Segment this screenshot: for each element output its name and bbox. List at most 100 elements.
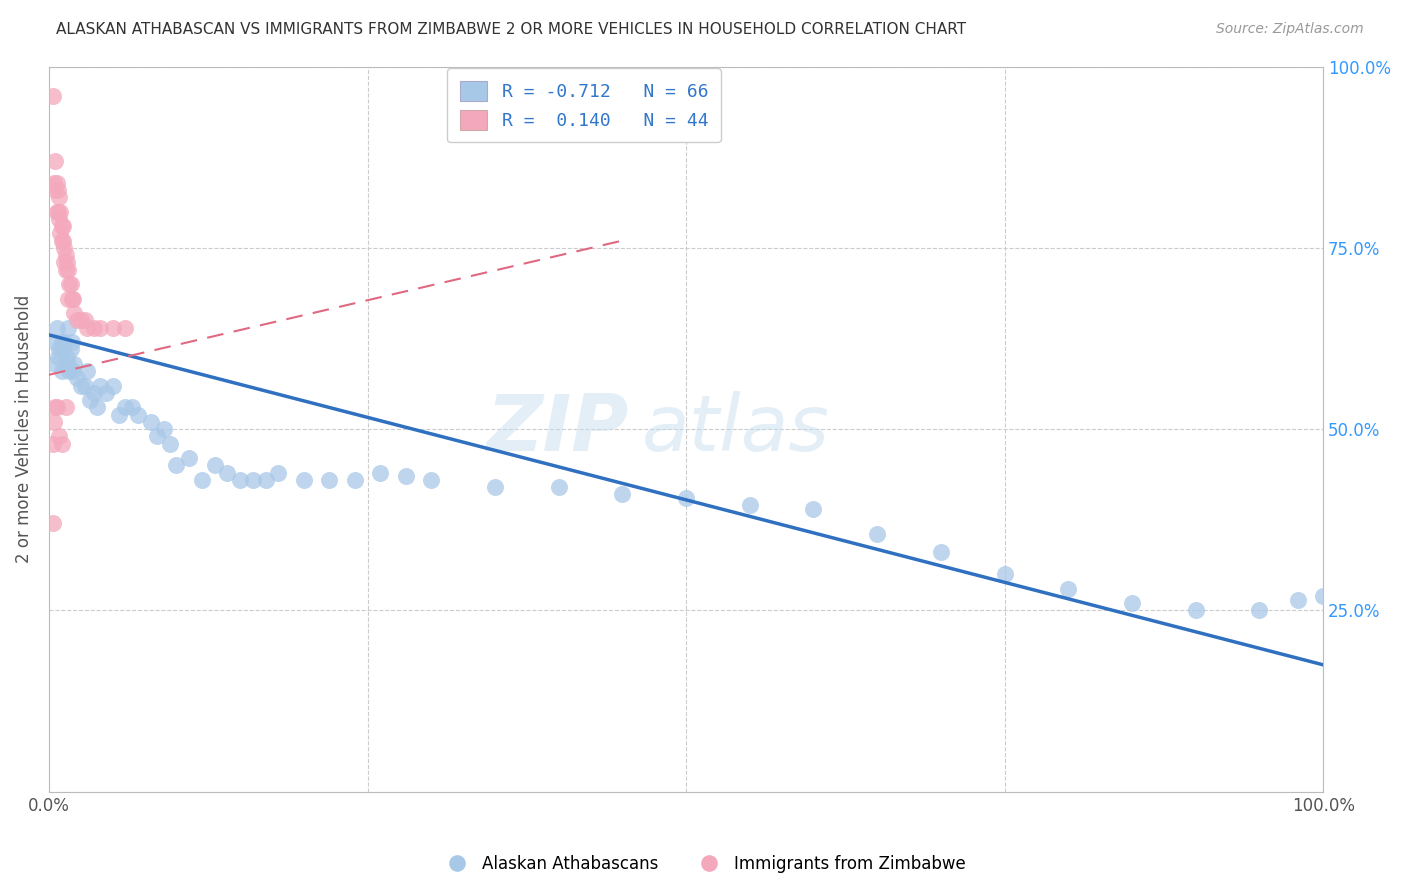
Point xyxy=(1286,592,1309,607)
Point xyxy=(52,343,75,357)
Point xyxy=(612,487,634,501)
Text: ZIP: ZIP xyxy=(486,392,628,467)
Point xyxy=(63,306,86,320)
Point xyxy=(318,473,340,487)
Point xyxy=(53,241,76,255)
Point xyxy=(69,313,91,327)
Point xyxy=(44,357,66,371)
Point xyxy=(675,491,697,505)
Point xyxy=(73,313,96,327)
Point xyxy=(48,190,70,204)
Point xyxy=(60,335,83,350)
Point xyxy=(484,480,506,494)
Point xyxy=(55,262,77,277)
Point xyxy=(368,466,391,480)
Point xyxy=(42,415,65,429)
Point xyxy=(45,176,67,190)
Point xyxy=(45,320,67,334)
Point xyxy=(179,451,201,466)
Point xyxy=(395,469,418,483)
Point xyxy=(191,473,214,487)
Point xyxy=(101,378,124,392)
Point xyxy=(267,466,290,480)
Point xyxy=(204,458,226,473)
Point xyxy=(866,527,889,541)
Point xyxy=(83,385,105,400)
Point xyxy=(121,401,143,415)
Point xyxy=(48,343,70,357)
Point xyxy=(62,364,84,378)
Point xyxy=(51,234,73,248)
Point xyxy=(51,219,73,233)
Point xyxy=(139,415,162,429)
Legend: Alaskan Athabascans, Immigrants from Zimbabwe: Alaskan Athabascans, Immigrants from Zim… xyxy=(434,848,972,880)
Point xyxy=(56,320,79,334)
Point xyxy=(56,357,79,371)
Point xyxy=(101,320,124,334)
Point xyxy=(48,429,70,443)
Point xyxy=(42,176,65,190)
Point xyxy=(62,292,84,306)
Point xyxy=(52,234,75,248)
Point xyxy=(114,401,136,415)
Point xyxy=(1312,589,1334,603)
Point xyxy=(53,255,76,269)
Point xyxy=(45,204,67,219)
Point xyxy=(53,335,76,350)
Point xyxy=(49,204,72,219)
Point xyxy=(165,458,187,473)
Point xyxy=(46,350,69,364)
Point xyxy=(58,364,80,378)
Point xyxy=(343,473,366,487)
Point xyxy=(803,502,825,516)
Point xyxy=(79,393,101,408)
Point xyxy=(1184,603,1206,617)
Point xyxy=(51,436,73,450)
Point xyxy=(66,313,89,327)
Point xyxy=(45,401,67,415)
Point xyxy=(73,378,96,392)
Point xyxy=(254,473,277,487)
Point xyxy=(59,343,82,357)
Text: Source: ZipAtlas.com: Source: ZipAtlas.com xyxy=(1216,22,1364,37)
Point xyxy=(86,401,108,415)
Point xyxy=(547,480,569,494)
Point xyxy=(55,357,77,371)
Point xyxy=(1121,596,1143,610)
Point xyxy=(994,567,1017,582)
Point xyxy=(229,473,252,487)
Point xyxy=(44,401,66,415)
Point xyxy=(76,364,98,378)
Point xyxy=(59,277,82,292)
Point xyxy=(44,183,66,197)
Point xyxy=(44,335,66,350)
Point xyxy=(89,378,111,392)
Point xyxy=(1249,603,1271,617)
Point xyxy=(76,320,98,334)
Legend: R = -0.712   N = 66, R =  0.140   N = 44: R = -0.712 N = 66, R = 0.140 N = 44 xyxy=(447,69,721,143)
Point xyxy=(63,357,86,371)
Point xyxy=(55,401,77,415)
Point xyxy=(44,153,66,168)
Y-axis label: 2 or more Vehicles in Household: 2 or more Vehicles in Household xyxy=(15,295,32,563)
Point xyxy=(42,88,65,103)
Text: ALASKAN ATHABASCAN VS IMMIGRANTS FROM ZIMBABWE 2 OR MORE VEHICLES IN HOUSEHOLD C: ALASKAN ATHABASCAN VS IMMIGRANTS FROM ZI… xyxy=(56,22,966,37)
Point xyxy=(56,292,79,306)
Point xyxy=(108,408,131,422)
Point xyxy=(56,262,79,277)
Point xyxy=(159,436,181,450)
Point xyxy=(929,545,952,559)
Point xyxy=(96,385,118,400)
Point xyxy=(60,292,83,306)
Point xyxy=(51,364,73,378)
Point xyxy=(49,227,72,241)
Point xyxy=(46,204,69,219)
Point xyxy=(420,473,443,487)
Point xyxy=(66,371,89,385)
Point xyxy=(152,422,174,436)
Point xyxy=(242,473,264,487)
Point xyxy=(52,219,75,233)
Point xyxy=(42,436,65,450)
Point xyxy=(56,255,79,269)
Point xyxy=(48,211,70,226)
